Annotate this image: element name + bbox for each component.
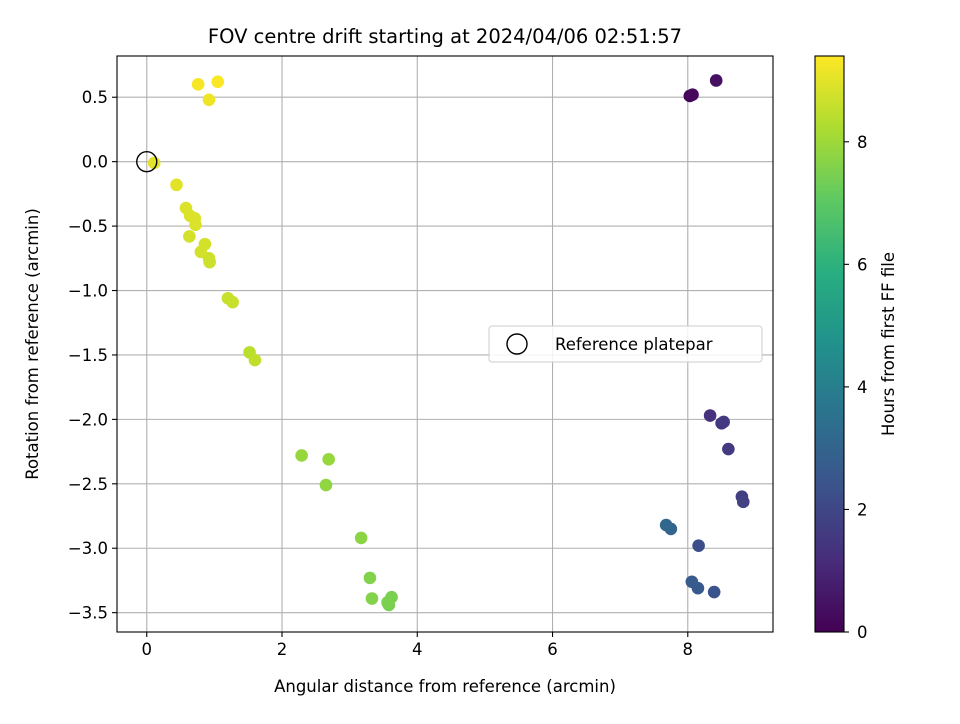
y-tick-label: −0.5 [68,217,108,236]
data-points [147,74,750,612]
x-tick-label: 4 [412,640,423,659]
data-point [381,596,394,609]
data-point [170,178,183,192]
y-tick-label: −2.0 [68,410,108,429]
chart-title: FOV centre drift starting at 2024/04/06 … [208,25,682,48]
data-point [226,295,239,309]
y-tick-label: −2.5 [68,475,108,494]
data-point [703,409,717,422]
legend-reference-marker-icon [506,333,528,355]
plot-frame [116,55,774,633]
data-point [722,442,735,456]
colorbar-label: Hours from first FF file [879,252,898,436]
data-point [179,201,193,215]
data-point [183,230,196,243]
data-point [365,592,379,605]
y-axis-ticks: 0.5 0.0 −0.5 −1.0 −1.5 −2.0 −2.5 −3.0 −3.5 [68,88,117,623]
data-point [194,245,208,259]
colorbar-tick-label: 2 [857,500,868,519]
data-point [685,575,699,589]
x-axis-label: Angular distance from reference (arcmin) [274,677,616,696]
y-tick-label: −1.0 [68,282,108,301]
colorbar-tick-label: 6 [857,255,868,274]
reference-marker-layer [136,150,158,173]
data-point [363,571,377,585]
x-tick-label: 0 [142,640,153,659]
colorbar-tick-label: 4 [857,378,868,397]
x-tick-label: 8 [683,640,694,659]
y-axis-label: Rotation from reference (arcmin) [23,208,42,480]
data-point [707,585,721,599]
data-point [659,518,673,532]
y-tick-label: 0.5 [82,88,108,107]
data-point [191,78,205,91]
colorbar-tick-label: 8 [857,133,868,152]
data-point [202,93,216,107]
x-tick-label: 2 [277,640,288,659]
legend-label: Reference platepar [555,335,713,354]
legend-box [488,325,763,363]
data-point [709,74,723,87]
data-point [322,453,335,466]
data-point [211,75,225,89]
y-tick-label: −1.5 [68,346,108,365]
data-point [686,88,699,101]
reference-platepar-marker [136,150,158,173]
data-point [319,478,333,492]
colorbar-ticks: 0 2 4 6 8 [844,133,868,642]
colorbar-tick-label: 0 [857,623,868,642]
y-tick-label: −3.5 [68,604,108,623]
data-point [295,449,308,462]
data-point [248,353,262,367]
x-tick-label: 6 [547,640,558,659]
x-axis-ticks: 0 2 4 6 8 [142,632,694,659]
data-point [354,531,368,545]
data-point [736,495,750,509]
data-point [692,539,705,552]
y-tick-label: −3.0 [68,539,108,558]
colorbar [814,55,845,633]
y-tick-label: 0.0 [82,153,108,172]
data-point [147,156,161,170]
data-point [717,415,730,429]
legend: Reference platepar [488,325,763,363]
